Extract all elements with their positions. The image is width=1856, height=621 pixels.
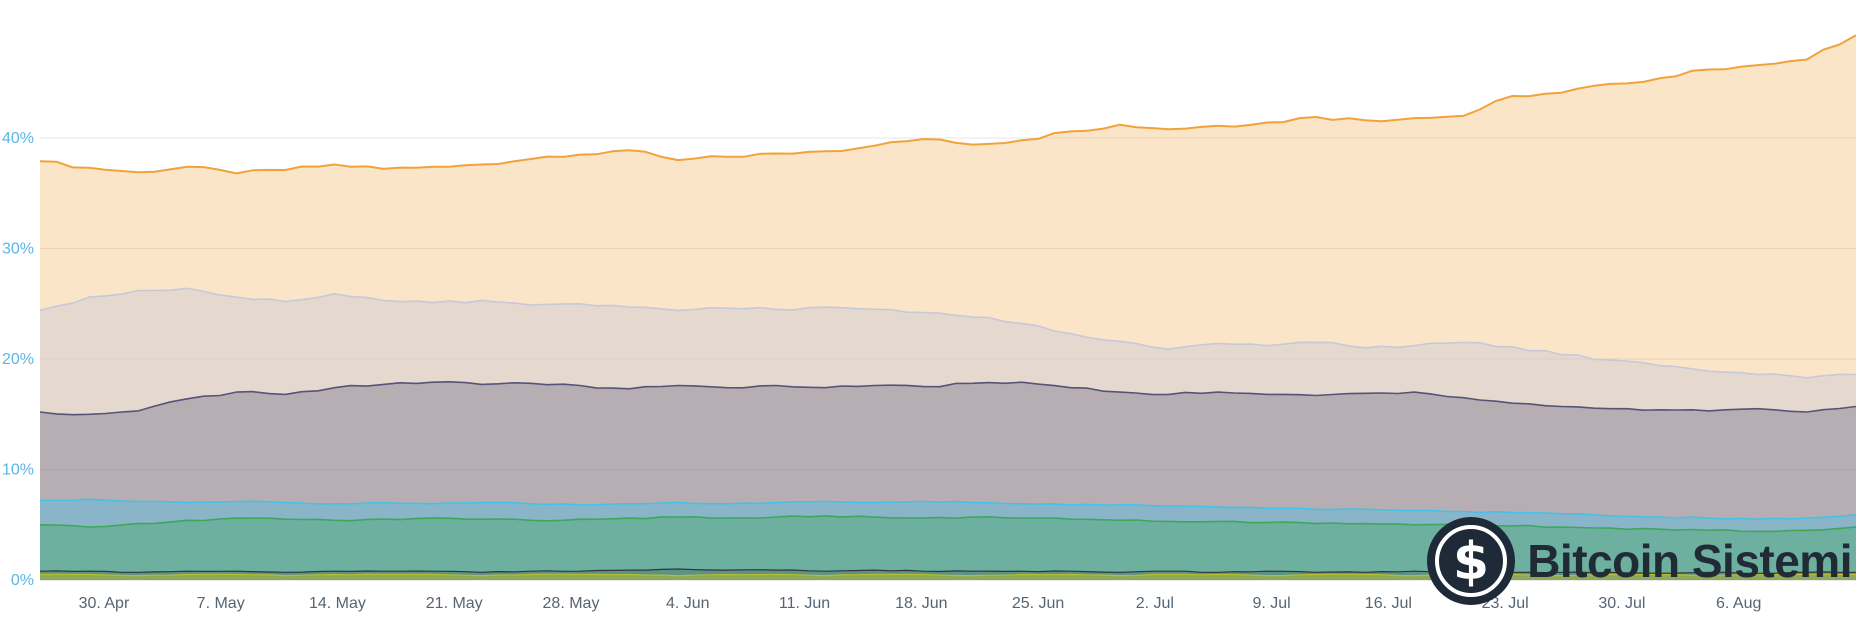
area-line-navy-dominance-area [39,381,1856,416]
x-axis-label: 18. Jun [895,595,947,612]
y-axis-label: 10% [2,462,34,479]
area-line-orange-dominance-area [39,34,1856,175]
x-axis-label: 30. Jul [1598,595,1645,612]
y-axis-label: 30% [2,241,34,258]
x-axis-label: 11. Jun [779,595,830,612]
x-axis-label: 14. May [309,595,366,612]
area-line-lavender-dominance-area [39,287,1856,379]
y-axis-label: 20% [2,351,34,368]
x-axis-label: 25. Jun [1012,595,1064,612]
x-axis-label: 16. Jul [1365,595,1412,612]
area-fill-navy-dominance-area [40,381,1856,580]
bitcoin-dollar-icon: $ [1427,517,1516,605]
area-fill-lavender-dominance-area [40,288,1856,580]
y-axis-label: 0% [11,572,34,589]
x-axis-label: 28. May [543,595,600,612]
area-fill-orange-dominance-area [40,35,1856,580]
area-line-green-dominance-area [39,515,1856,533]
x-axis-label: 21. May [426,595,483,612]
area-fill-green-dominance-area [40,515,1856,580]
area-line-dark-dominance-area [39,568,1856,574]
x-axis-label: 23. Jul [1482,595,1529,612]
y-axis-label: 40% [2,130,34,147]
x-axis-label: 6. Aug [1716,595,1761,612]
watermark-text: Bitcoin Sistemi [1527,535,1852,587]
watermark: $ Bitcoin Sistemi [1425,515,1852,607]
x-axis-label: 30. Apr [79,595,130,612]
x-axis-label: 4. Jun [666,595,710,612]
area-line-olive-dominance-area [39,573,1856,577]
x-axis-label: 7. May [197,595,245,612]
area-line-lightblue-dominance-area [39,498,1856,520]
x-axis-label: 2. Jul [1136,595,1174,612]
dollar-glyph: $ [1453,532,1489,592]
x-axis-label: 9. Jul [1252,595,1290,612]
